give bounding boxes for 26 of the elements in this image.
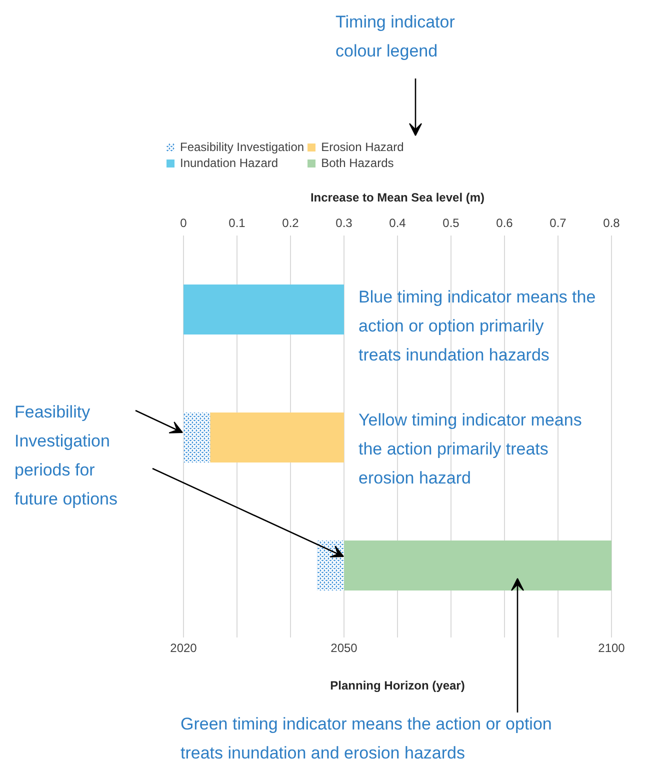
x-tick-label: 2020 [170,641,198,655]
legend-label: Inundation Hazard [180,156,278,170]
annotation: Blue timing indicator means the action or option primarily treats inundation hazards [358,288,596,364]
text: Green timing indicator means the action or option treats inundation and erosion hazards [180,714,552,762]
x2-tick-label: 0.2 [282,216,300,230]
x2-tick-label: 0.5 [442,216,460,230]
bar [210,412,344,462]
x-tick-label: 2050 [330,641,358,655]
bar [184,284,344,334]
x2-tick-label: 0.3 [336,216,353,230]
x2-tick-label: 0 [180,216,188,230]
annotation: Yellow timing indicator means the action primarily treats erosion hazard [358,410,582,488]
x2-axis-title: Increase to Mean Sea level (m) [310,190,485,204]
bar [344,540,612,590]
x2-tick-label: 0.7 [550,216,567,230]
x-axis-title: Planning Horizon (year) [330,678,465,692]
x2-tick-label: 0.1 [228,216,246,230]
text: Timing indicator colour legend [336,12,456,60]
legend-label: Both Hazards [321,156,394,170]
x-tick-label: 2100 [598,641,626,655]
text: Feasibility Investigation periods for future options [14,402,118,508]
legend-label: Erosion Hazard [321,140,404,154]
x2-tick-label: 0.4 [389,216,406,230]
x2-tick-label: 0.8 [603,216,620,230]
x2-tick-label: 0.6 [496,216,514,230]
legend-label: Feasibility Investigation [180,140,304,154]
